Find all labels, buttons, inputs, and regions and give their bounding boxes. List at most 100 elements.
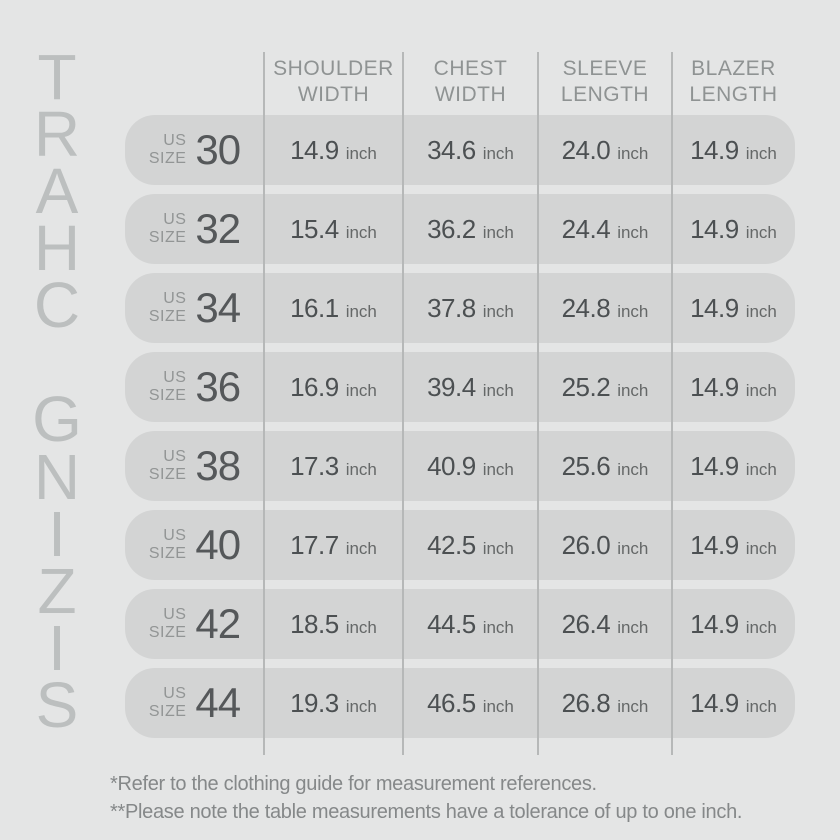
us-label: US — [163, 448, 187, 465]
unit-label: inch — [745, 538, 777, 558]
size-number: 44 — [195, 679, 241, 726]
us-size-label: US SIZE — [149, 606, 187, 642]
size-row: US SIZE 38 17.3 inch 40.9 inch 25.6 inch… — [125, 431, 795, 501]
size-row: US SIZE 34 16.1 inch 37.8 inch 24.8 inch… — [125, 273, 795, 343]
unit-label: inch — [482, 459, 514, 479]
measurement-value: 14.9 — [290, 134, 339, 165]
unit-label: inch — [617, 696, 649, 716]
unit-label: inch — [482, 143, 514, 163]
measurement-value: 26.0 — [561, 529, 611, 560]
blazer-length-cell: 14.9 inch — [672, 214, 795, 245]
chest-width-cell: 39.4 inch — [403, 372, 538, 403]
column-header-line1: SLEEVE — [562, 57, 648, 80]
unit-label: inch — [617, 617, 649, 637]
unit-label: inch — [745, 617, 777, 637]
measurement-value: 39.4 — [427, 371, 476, 402]
measurement-value: 14.9 — [690, 529, 739, 560]
unit-label: inch — [345, 143, 377, 163]
size-label: SIZE — [148, 308, 187, 325]
column-divider — [263, 52, 265, 755]
size-label: SIZE — [148, 229, 187, 246]
us-label: US — [163, 369, 187, 386]
unit-label: inch — [617, 380, 649, 400]
size-label: SIZE — [148, 624, 187, 641]
measurement-value: 24.0 — [561, 134, 611, 165]
footnote-1: *Refer to the clothing guide for measure… — [110, 773, 597, 795]
chest-width-cell: 46.5 inch — [403, 688, 538, 719]
us-label: US — [163, 290, 187, 307]
size-cell: US SIZE 44 — [125, 682, 264, 724]
size-cell: US SIZE 36 — [125, 366, 264, 408]
sleeve-length-cell: 25.2 inch — [538, 372, 672, 403]
unit-label: inch — [482, 696, 514, 716]
unit-label: inch — [617, 301, 649, 321]
size-label: SIZE — [148, 466, 187, 483]
us-size-label: US SIZE — [149, 527, 187, 563]
size-number: 38 — [195, 442, 241, 489]
unit-label: inch — [482, 380, 514, 400]
column-header-line1: CHEST — [433, 57, 508, 80]
column-divider — [402, 52, 404, 755]
size-cell: US SIZE 40 — [125, 524, 264, 566]
footnote-2: **Please note the table measurements hav… — [110, 801, 743, 823]
us-size-label: US SIZE — [149, 685, 187, 721]
us-label: US — [163, 211, 187, 228]
measurement-value: 14.9 — [690, 608, 739, 639]
table-body: US SIZE 30 14.9 inch 34.6 inch 24.0 inch… — [125, 115, 795, 738]
shoulder-width-cell: 17.3 inch — [264, 451, 403, 482]
size-cell: US SIZE 32 — [125, 208, 264, 250]
measurement-value: 40.9 — [427, 450, 476, 481]
us-size-label: US SIZE — [149, 369, 187, 405]
unit-label: inch — [745, 222, 777, 242]
blazer-length-cell: 14.9 inch — [672, 451, 795, 482]
sleeve-length-cell: 26.4 inch — [538, 609, 672, 640]
column-divider — [537, 52, 539, 755]
size-row: US SIZE 36 16.9 inch 39.4 inch 25.2 inch… — [125, 352, 795, 422]
measurement-value: 14.9 — [690, 292, 739, 323]
vertical-title-letter: N — [33, 440, 81, 513]
measurement-value: 16.1 — [290, 292, 339, 323]
unit-label: inch — [745, 301, 777, 321]
column-header: SLEEVE LENGTH — [538, 46, 672, 108]
us-label: US — [163, 527, 187, 544]
chest-width-cell: 44.5 inch — [403, 609, 538, 640]
unit-label: inch — [617, 222, 649, 242]
column-header: CHEST WIDTH — [403, 46, 538, 108]
size-row: US SIZE 40 17.7 inch 42.5 inch 26.0 inch… — [125, 510, 795, 580]
us-label: US — [163, 606, 187, 623]
blazer-length-cell: 14.9 inch — [672, 293, 795, 324]
chest-width-cell: 34.6 inch — [403, 135, 538, 166]
size-row: US SIZE 30 14.9 inch 34.6 inch 24.0 inch… — [125, 115, 795, 185]
size-cell: US SIZE 38 — [125, 445, 264, 487]
vertical-title-letter: Z — [37, 554, 77, 627]
vertical-title-letter: R — [33, 98, 81, 171]
measurement-value: 44.5 — [427, 608, 476, 639]
vertical-title-letter: S — [35, 668, 79, 741]
size-number: 36 — [195, 363, 241, 410]
chest-width-cell: 36.2 inch — [403, 214, 538, 245]
size-cell: US SIZE 30 — [125, 129, 264, 171]
size-number: 30 — [195, 126, 241, 173]
measurement-value: 14.9 — [690, 134, 739, 165]
shoulder-width-cell: 14.9 inch — [264, 135, 403, 166]
size-cell: US SIZE 42 — [125, 603, 264, 645]
shoulder-width-cell: 17.7 inch — [264, 530, 403, 561]
measurement-value: 16.9 — [290, 371, 339, 402]
vertical-title-letter: I — [48, 611, 66, 684]
measurement-value: 15.4 — [290, 213, 339, 244]
unit-label: inch — [745, 696, 777, 716]
unit-label: inch — [745, 380, 777, 400]
us-label: US — [163, 132, 187, 149]
unit-label: inch — [345, 538, 377, 558]
column-header: BLAZER LENGTH — [672, 46, 795, 108]
size-row: US SIZE 42 18.5 inch 44.5 inch 26.4 inch… — [125, 589, 795, 659]
blazer-length-cell: 14.9 inch — [672, 372, 795, 403]
unit-label: inch — [482, 617, 514, 637]
size-label: SIZE — [148, 545, 187, 562]
vertical-title-letter: I — [48, 497, 66, 570]
size-number: 40 — [195, 521, 241, 568]
size-number: 34 — [195, 284, 241, 331]
sleeve-length-cell: 26.0 inch — [538, 530, 672, 561]
us-size-label: US SIZE — [149, 448, 187, 484]
